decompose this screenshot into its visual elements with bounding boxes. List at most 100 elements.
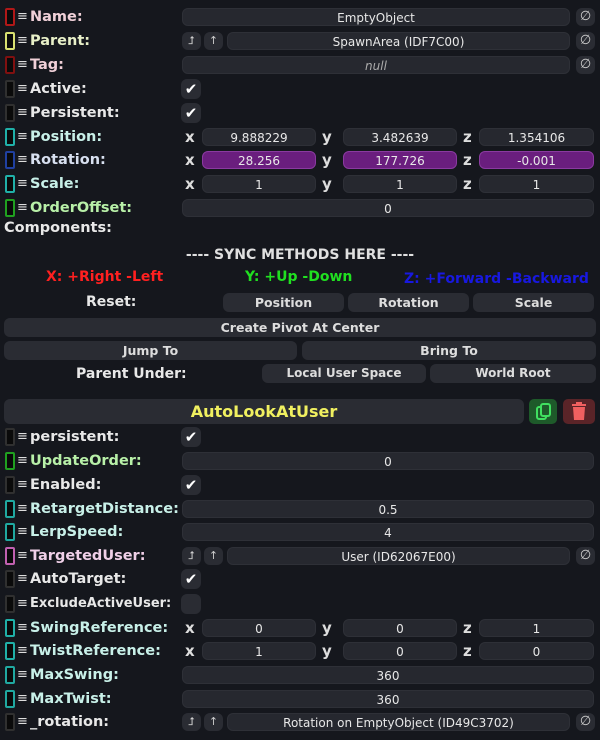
open-parent-button[interactable]: ⮥: [182, 32, 201, 50]
null-button[interactable]: ∅: [576, 56, 595, 74]
hamburger-menu-icon[interactable]: ≡: [17, 129, 28, 144]
bring-to-button[interactable]: Bring To: [302, 341, 596, 360]
hamburger-menu-icon[interactable]: ≡: [17, 429, 28, 444]
field-value-input[interactable]: null: [182, 56, 570, 74]
hamburger-menu-icon[interactable]: ≡: [17, 477, 28, 492]
field-value-input[interactable]: EmptyObject: [182, 8, 570, 26]
field-value-input[interactable]: 0.5: [182, 500, 594, 518]
field-drive-indicator[interactable]: [5, 8, 15, 26]
field-drive-indicator[interactable]: [5, 56, 15, 74]
null-icon: ∅: [579, 548, 592, 563]
field-drive-indicator[interactable]: [5, 690, 15, 708]
y-value-input[interactable]: 0: [343, 619, 457, 637]
component-name[interactable]: AutoLookAtUser: [4, 399, 524, 424]
hamburger-menu-icon[interactable]: ≡: [17, 691, 28, 706]
field-drive-indicator[interactable]: [5, 452, 15, 470]
z-value-input[interactable]: -0.001: [479, 151, 594, 169]
up-arrow-button[interactable]: ↑: [204, 32, 223, 50]
checkbox[interactable]: ✔: [181, 569, 201, 589]
hamburger-menu-icon[interactable]: ≡: [17, 714, 28, 729]
null-button[interactable]: ∅: [576, 713, 595, 731]
z-value-input[interactable]: 1: [479, 175, 594, 193]
reset-scale-button[interactable]: Scale: [473, 293, 594, 312]
hamburger-menu-icon[interactable]: ≡: [17, 33, 28, 48]
hamburger-menu-icon[interactable]: ≡: [17, 643, 28, 658]
field-drive-indicator[interactable]: [5, 151, 15, 169]
hamburger-menu-icon[interactable]: ≡: [17, 596, 28, 611]
x-axis-label: x: [185, 175, 195, 193]
z-value-input[interactable]: 1: [479, 619, 594, 637]
hamburger-menu-icon[interactable]: ≡: [17, 57, 28, 72]
field-drive-indicator[interactable]: [5, 642, 15, 660]
hamburger-menu-icon[interactable]: ≡: [17, 81, 28, 96]
hamburger-menu-icon[interactable]: ≡: [17, 571, 28, 586]
field-drive-indicator[interactable]: [5, 175, 15, 193]
z-value-input[interactable]: 1.354106: [479, 128, 594, 146]
reset-rotation-button[interactable]: Rotation: [348, 293, 469, 312]
field-drive-indicator[interactable]: [5, 523, 15, 541]
checkbox[interactable]: ✔: [181, 79, 201, 99]
field-drive-indicator[interactable]: [5, 104, 15, 122]
field-value-input[interactable]: 360: [182, 690, 594, 708]
x-value-input[interactable]: 9.888229: [202, 128, 316, 146]
hamburger-menu-icon[interactable]: ≡: [17, 105, 28, 120]
x-value-input[interactable]: 1: [202, 642, 316, 660]
open-parent-button[interactable]: ⮥: [182, 713, 201, 731]
hamburger-menu-icon[interactable]: ≡: [17, 9, 28, 24]
field-value-input[interactable]: 4: [182, 523, 594, 541]
field-value-input[interactable]: 0: [182, 452, 594, 470]
checkbox[interactable]: [181, 594, 201, 614]
field-drive-indicator[interactable]: [5, 428, 15, 446]
checkbox[interactable]: ✔: [181, 103, 201, 123]
field-drive-indicator[interactable]: [5, 713, 15, 731]
duplicate-component-button[interactable]: [529, 399, 557, 424]
reset-position-button[interactable]: Position: [223, 293, 344, 312]
y-value-input[interactable]: 3.482639: [343, 128, 457, 146]
field-drive-indicator[interactable]: [5, 666, 15, 684]
x-value-input[interactable]: 1: [202, 175, 316, 193]
checkbox[interactable]: ✔: [181, 475, 201, 495]
field-value-input[interactable]: 360: [182, 666, 594, 684]
field-drive-indicator[interactable]: [5, 570, 15, 588]
hamburger-menu-icon[interactable]: ≡: [17, 548, 28, 563]
create-pivot-button[interactable]: Create Pivot At Center: [4, 318, 596, 337]
hamburger-menu-icon[interactable]: ≡: [17, 667, 28, 682]
y-value-input[interactable]: 0: [343, 642, 457, 660]
reference-field[interactable]: SpawnArea (IDF7C00): [227, 32, 570, 50]
field-drive-indicator[interactable]: [5, 476, 15, 494]
hamburger-menu-icon[interactable]: ≡: [17, 453, 28, 468]
field-drive-indicator[interactable]: [5, 32, 15, 50]
hamburger-menu-icon[interactable]: ≡: [17, 176, 28, 191]
delete-component-button[interactable]: [563, 399, 595, 424]
null-button[interactable]: ∅: [576, 547, 595, 565]
field-drive-indicator[interactable]: [5, 547, 15, 565]
jump-to-button[interactable]: Jump To: [4, 341, 297, 360]
up-arrow-button[interactable]: ↑: [204, 547, 223, 565]
x-value-input[interactable]: 28.256: [202, 151, 316, 169]
hamburger-menu-icon[interactable]: ≡: [17, 200, 28, 215]
hamburger-menu-icon[interactable]: ≡: [17, 620, 28, 635]
field-drive-indicator[interactable]: [5, 128, 15, 146]
local-user-space-button[interactable]: Local User Space: [262, 364, 426, 383]
field-drive-indicator[interactable]: [5, 199, 15, 217]
world-root-button[interactable]: World Root: [430, 364, 596, 383]
reference-field[interactable]: User (ID62067E00): [227, 547, 570, 565]
null-button[interactable]: ∅: [576, 32, 595, 50]
up-arrow-button[interactable]: ↑: [204, 713, 223, 731]
field-drive-indicator[interactable]: [5, 619, 15, 637]
checkbox[interactable]: ✔: [181, 427, 201, 447]
y-value-input[interactable]: 177.726: [343, 151, 457, 169]
x-value-input[interactable]: 0: [202, 619, 316, 637]
null-button[interactable]: ∅: [576, 8, 595, 26]
field-value-input[interactable]: 0: [182, 199, 594, 217]
field-drive-indicator[interactable]: [5, 80, 15, 98]
y-value-input[interactable]: 1: [343, 175, 457, 193]
hamburger-menu-icon[interactable]: ≡: [17, 524, 28, 539]
field-drive-indicator[interactable]: [5, 595, 15, 613]
open-parent-button[interactable]: ⮥: [182, 547, 201, 565]
hamburger-menu-icon[interactable]: ≡: [17, 152, 28, 167]
reference-field[interactable]: Rotation on EmptyObject (ID49C3702): [227, 713, 570, 731]
field-drive-indicator[interactable]: [5, 500, 15, 518]
hamburger-menu-icon[interactable]: ≡: [17, 501, 28, 516]
z-value-input[interactable]: 0: [479, 642, 594, 660]
